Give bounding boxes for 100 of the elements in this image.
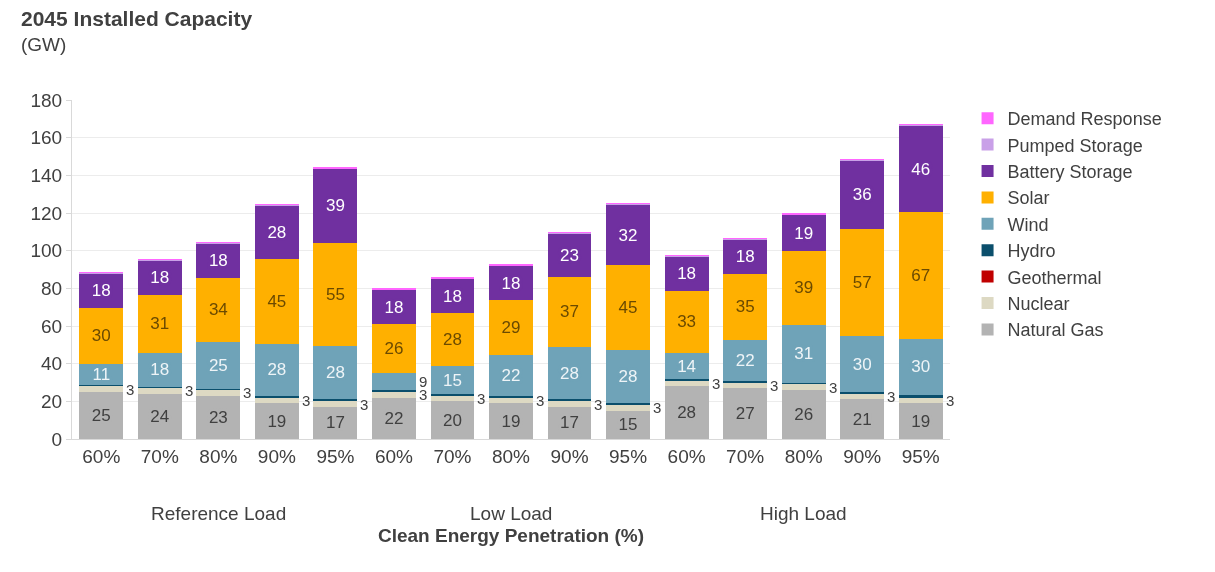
data-label: 22 [384,408,404,428]
data-label: 19 [267,411,287,431]
data-label: 3 [243,384,252,401]
data-label: 21 [852,409,872,429]
data-label: 18 [384,297,404,317]
data-label: 57 [852,272,872,292]
data-label: 19 [911,411,931,431]
x-tick-label: 95% [316,445,355,467]
legend-label: Demand Response [1007,109,1162,130]
x-axis-title: Clean Energy Penetration (%) [377,524,645,546]
bar [606,265,651,350]
y-tick-label: 40 [41,353,63,375]
legend-label: Wind [1007,214,1049,235]
y-tick-label: 120 [30,202,63,224]
text: High Load [760,503,847,524]
data-label: 23 [560,245,579,265]
bar [840,160,885,229]
data-label: 32 [618,225,638,245]
bar [196,390,241,396]
y-tick-label: 140 [30,164,63,186]
data-label: 25 [91,405,111,425]
data-label: 3 [302,392,311,409]
x-tick-label: 70% [433,445,472,467]
data-label: 11 [92,365,111,385]
data-label: 37 [560,302,579,322]
x-tick-label: 60% [667,445,706,467]
data-label: 31 [794,344,814,364]
data-label: 22 [501,366,521,386]
data-label: 34 [208,300,228,320]
data-label: 26 [794,405,814,425]
chart-subtitle: (GW) [21,34,67,55]
data-label: 3 [360,396,369,413]
data-label: 19 [794,223,814,243]
data-label: 3 [653,399,662,416]
data-label: 26 [384,339,404,359]
bar [254,258,299,344]
data-label: 67 [911,266,931,286]
y-tick-label: 100 [30,240,63,262]
legend-label: Geothermal [1007,267,1102,288]
data-label: 3 [712,375,721,392]
x-tick-label: 70% [726,445,765,467]
data-label: 39 [794,278,814,298]
x-tick-label: 70% [140,445,179,467]
data-label: 3 [477,390,486,407]
data-label: 3 [185,382,194,399]
legend-label: Battery Storage [1007,162,1133,183]
data-label: 36 [852,185,872,205]
bar [781,384,826,391]
data-label: 33 [677,312,697,332]
data-label: 31 [150,314,170,334]
bar [898,125,943,213]
data-label: 45 [267,291,287,311]
data-label: 17 [325,413,345,433]
data-label: 3 [770,377,779,394]
x-tick-label: 80% [199,445,238,467]
legend-label: Nuclear [1007,294,1070,315]
bar [898,212,943,339]
data-label: 18 [677,264,697,284]
x-tick-label: 90% [843,445,882,467]
bar [606,405,651,411]
x-tick-label: 60% [374,445,414,467]
bar [547,401,592,407]
y-tick-label: 180 [30,89,63,111]
data-label: 3 [946,392,955,409]
y-tick-label: 20 [41,390,63,412]
legend-label: Hydro [1007,241,1056,262]
data-label: 29 [501,318,521,338]
chart-title: 2045 Installed Capacity [21,7,253,30]
text: Low Load [470,503,553,524]
bar [79,386,124,392]
data-label: 55 [325,284,345,304]
data-label: 25 [208,355,228,375]
bar [137,388,182,394]
x-tick-label: 90% [257,445,296,467]
data-label: 30 [911,357,931,377]
data-label: 15 [443,370,462,390]
data-label: 24 [150,406,170,426]
data-label: 30 [91,326,111,346]
data-label: 3 [887,388,896,405]
data-label: 28 [325,363,345,383]
x-tick-label: 60% [82,445,121,467]
data-label: 39 [325,196,345,216]
bar [313,242,358,347]
data-label: 18 [150,360,170,380]
data-label: 3 [126,381,135,398]
legend-label: Natural Gas [1007,320,1104,341]
data-label: 30 [852,354,872,374]
data-label: 18 [208,251,228,271]
bar [371,391,416,398]
x-tick-label: 90% [550,445,589,467]
data-label: 28 [443,330,462,350]
data-label: 20 [443,410,462,430]
x-tick-label: 95% [901,445,940,467]
data-label: 28 [677,403,697,423]
bar [840,228,885,336]
data-label: 45 [618,298,638,318]
legend-label: Solar [1007,188,1050,209]
bar [371,373,416,391]
data-label: 46 [911,159,931,179]
data-label: 18 [91,281,111,301]
